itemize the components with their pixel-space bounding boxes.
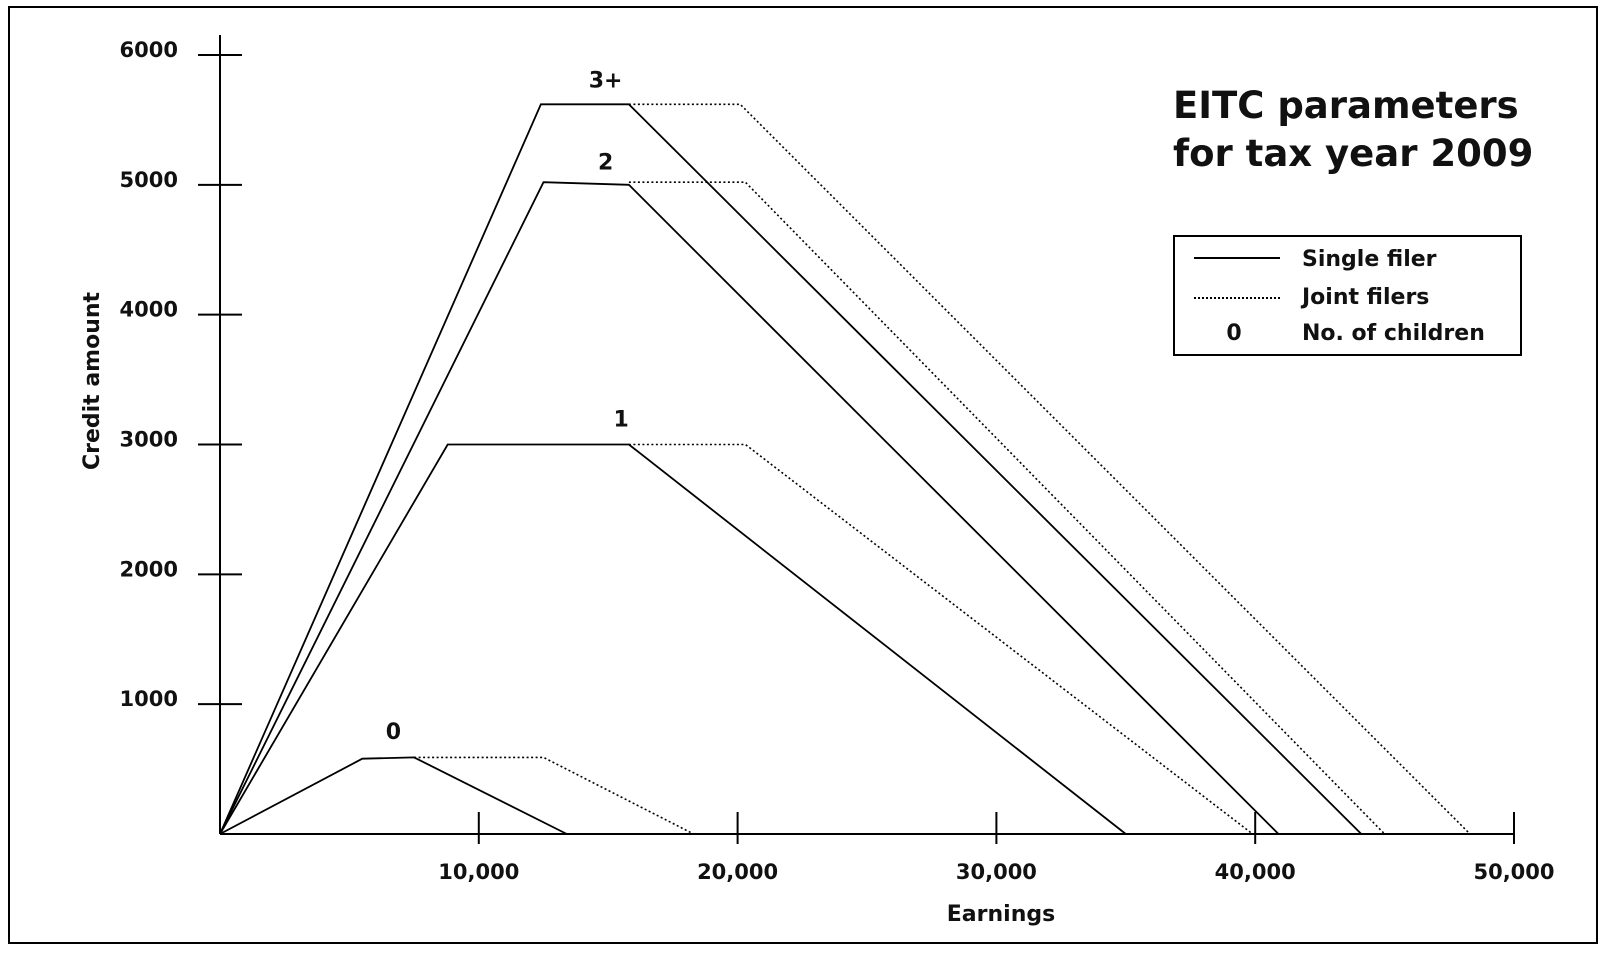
x-axis-label: Earnings [947,902,1055,927]
joint-filer-line-1-children [628,443,1254,835]
curve-label-2: 2 [598,150,613,175]
chart-title-line-2: for tax year 2009 [1173,132,1533,175]
y-tick-label: 6000 [120,38,178,62]
legend-marker-children: 0 [1226,321,1241,346]
single-filer-line-3plus-children [219,103,1362,835]
curve-label-0: 0 [386,720,401,745]
joint-filer-line-3plus-children [628,103,1471,835]
y-tick-label: 3000 [120,428,178,452]
x-tick-label: 40,000 [1215,860,1296,884]
legend-label-joint: Joint filers [1300,285,1429,310]
legend-label-single: Single filer [1302,247,1437,272]
legend: Single filer Joint filers 0 No. of child… [1173,235,1522,356]
axes [198,35,1515,844]
series-lines [219,103,1471,835]
legend-box [1173,235,1522,356]
x-tick-label: 20,000 [697,860,778,884]
x-tick-label: 30,000 [956,860,1037,884]
y-tick-label: 5000 [120,168,178,192]
x-tick-label: 10,000 [438,860,519,884]
single-filer-line-0-children [219,756,568,835]
legend-label-children: No. of children [1302,321,1485,346]
curve-labels: 0 1 2 3+ [386,68,629,745]
joint-filer-line-0-children [414,756,694,835]
tick-labels: 10,000 20,000 30,000 40,000 50,000 1000 2000 30… [120,38,1555,884]
curve-label-1: 1 [613,407,628,432]
x-tick-label: 50,000 [1473,860,1554,884]
y-axis-label: Credit amount [80,291,105,470]
y-tick-label: 1000 [120,687,178,711]
chart-title-line-1: EITC parameters [1173,84,1519,127]
single-filer-line-1-children [219,443,1127,835]
chart-frame [8,6,1598,944]
y-tick-label: 4000 [120,298,178,322]
single-filer-line-2-children [219,181,1280,835]
joint-filer-line-2-children [628,181,1386,835]
y-tick-label: 2000 [120,557,178,581]
curve-label-3plus: 3+ [589,68,623,93]
